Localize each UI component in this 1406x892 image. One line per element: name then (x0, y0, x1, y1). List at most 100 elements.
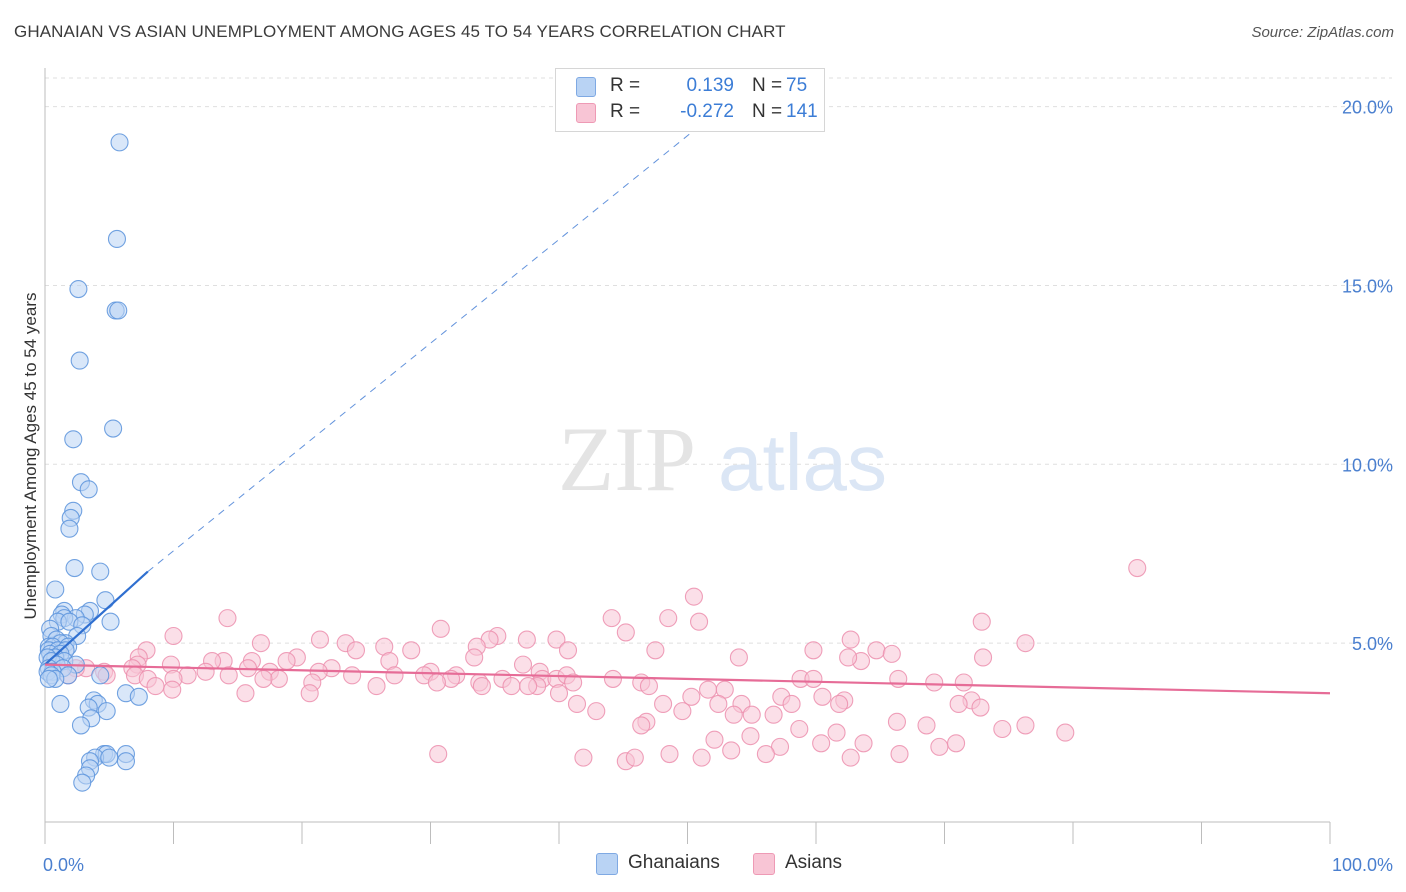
asians-point-103 (971, 698, 990, 717)
chart-title: GHANAIAN VS ASIAN UNEMPLOYMENT AMONG AGE… (14, 22, 786, 41)
asians-point-131 (722, 741, 741, 760)
asians-point-70 (603, 669, 623, 688)
asians-point-7 (431, 619, 450, 638)
asians-point-28 (882, 644, 901, 663)
asians-point-91 (163, 680, 182, 699)
legend-r-value: -0.272 (680, 101, 734, 122)
asians-point-14 (547, 630, 566, 649)
asians-point-119 (1016, 716, 1035, 735)
asians-point-139 (625, 748, 644, 767)
legend-swatch-asians (753, 853, 775, 875)
ghanaians-point-4 (109, 301, 128, 320)
asians-point-132 (429, 744, 448, 764)
asians-point-96 (236, 684, 255, 703)
asians-point-123 (827, 723, 846, 742)
asians-point-41 (513, 655, 533, 674)
asians-point-97 (300, 684, 319, 703)
asians-point-121 (1056, 723, 1075, 742)
asians-point-137 (692, 748, 711, 767)
asians-point-26 (867, 641, 886, 660)
axes (44, 68, 1331, 844)
ghanaians-point-25 (101, 612, 120, 631)
asians-point-133 (574, 748, 593, 767)
asians-point-109 (654, 694, 673, 714)
asians-point-11 (164, 626, 183, 646)
ghanaians-point-74 (73, 773, 92, 792)
asians-point-140 (890, 744, 909, 764)
asians-point-85 (367, 677, 386, 696)
correlation-legend: R = 0.139 N = 75 R = -0.272 N = 141 (555, 68, 825, 132)
trendline-ghanaians (44, 570, 149, 666)
asians-point-98 (682, 687, 701, 706)
asians-point-120 (993, 719, 1012, 739)
legend-n-label: N = (752, 101, 783, 122)
asians-point-108 (567, 694, 587, 714)
y-tick-label-3: 20.0% (1342, 98, 1393, 118)
ghanaians-point-71 (116, 752, 136, 771)
asians-point-5 (972, 612, 991, 631)
ghanaians-point-15 (46, 580, 65, 599)
asians-point-107 (830, 694, 849, 714)
asians-point-106 (782, 694, 801, 714)
ghanaians-point-5 (70, 351, 89, 370)
asians-point-94 (549, 684, 569, 703)
asians-point-46 (196, 662, 215, 681)
ghanaians-point-12 (60, 519, 79, 538)
legend-swatch-ghanaians (596, 853, 618, 875)
asians-point-24 (804, 641, 823, 660)
legend-swatch-asians (576, 103, 596, 123)
source-label: Source: ZipAtlas.com (1251, 24, 1394, 41)
asians-point-63 (385, 666, 404, 685)
asians-point-127 (770, 737, 790, 756)
asians-point-23 (646, 641, 665, 660)
asians-point-12 (310, 630, 330, 649)
asians-point-74 (889, 669, 908, 688)
asians-point-4 (659, 609, 678, 628)
asians-point-110 (587, 702, 606, 721)
asians-point-118 (917, 716, 936, 735)
asians-point-112 (724, 705, 743, 724)
y-tick-label-2: 15.0% (1342, 276, 1393, 296)
asians-point-0 (1128, 558, 1147, 578)
asians-point-128 (854, 734, 873, 753)
asians-point-125 (705, 730, 724, 749)
ghanaians-point-13 (65, 558, 84, 578)
asians-point-36 (839, 648, 858, 667)
y-tick-label-1: 10.0% (1342, 455, 1393, 475)
ghanaians-point-2 (69, 279, 88, 299)
asians-point-99 (813, 687, 832, 706)
ghanaians-point-62 (97, 702, 116, 721)
ghanaians-point-51 (91, 666, 110, 685)
asians-point-65 (269, 669, 288, 688)
asians-point-134 (660, 744, 679, 764)
asians-point-75 (925, 673, 944, 692)
asians-point-8 (616, 623, 635, 642)
asians-point-113 (742, 705, 761, 724)
legend-swatch-ghanaians (576, 77, 596, 97)
asians-point-79 (254, 669, 273, 688)
trendline-asians (44, 663, 1331, 695)
ghanaians-point-57 (129, 687, 148, 706)
series-ghanaians (38, 133, 148, 792)
ghanaians-point-1 (107, 229, 127, 249)
asians-point-92 (502, 677, 521, 696)
y-tick-label-0: 5.0% (1352, 634, 1393, 654)
asians-point-29 (973, 648, 993, 667)
ghanaians-point-64 (71, 716, 91, 735)
asians-point-15 (1016, 634, 1035, 653)
legend-r-value: 0.139 (686, 75, 734, 96)
asians-point-102 (949, 694, 968, 714)
asians-point-56 (343, 666, 362, 685)
legend-n-value: 75 (786, 75, 808, 96)
ghanaians-point-55 (39, 669, 58, 688)
asians-point-129 (947, 734, 966, 753)
ghanaians-point-7 (64, 430, 83, 449)
asians-point-122 (790, 719, 809, 739)
ghanaians-point-9 (79, 480, 98, 499)
watermark: ZIP atlas (558, 408, 887, 510)
legend-n-label: N = (752, 75, 783, 96)
tick-labels: 5.0% 10.0% 15.0% 20.0% 0.0% 100.0% (43, 98, 1393, 875)
asians-point-21 (402, 641, 421, 660)
asians-point-117 (887, 712, 907, 731)
asians-point-86 (146, 677, 165, 696)
